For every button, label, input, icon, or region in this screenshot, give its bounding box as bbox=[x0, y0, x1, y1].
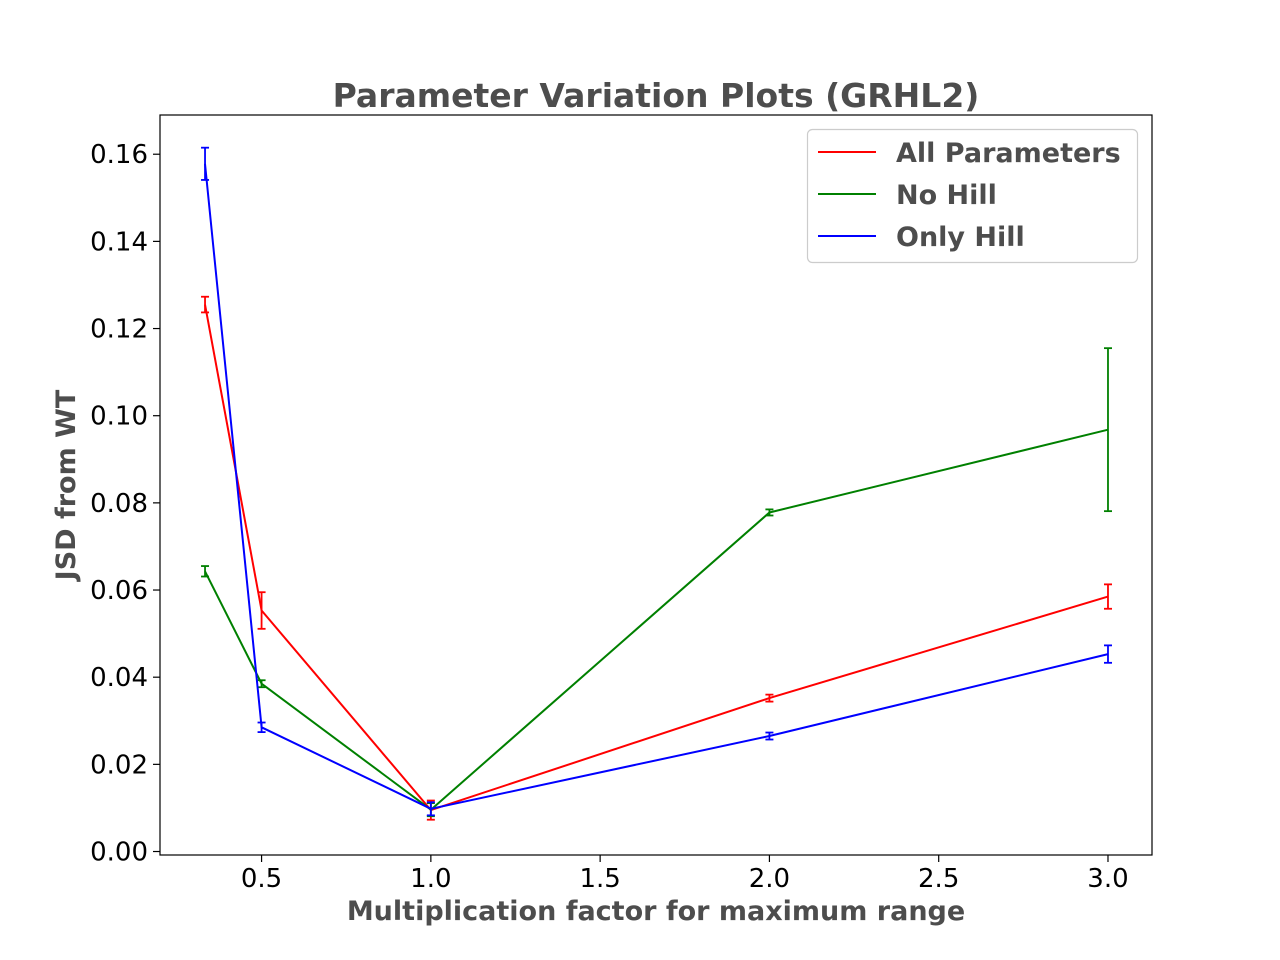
y-tick-label: 0.02 bbox=[90, 750, 148, 780]
y-tick-label: 0.16 bbox=[90, 140, 148, 170]
x-tick-label: 1.5 bbox=[579, 864, 620, 894]
y-axis-ticks: 0.00 0.02 0.04 0.06 0.08 0.10 0.12 0.14 0.16 bbox=[90, 140, 160, 868]
error-bar-no-hill bbox=[201, 565, 210, 578]
legend-label-only-hill: Only Hill bbox=[896, 222, 1025, 253]
x-tick-label: 2.5 bbox=[918, 864, 959, 894]
error-bar-all-parameters bbox=[765, 693, 774, 703]
error-bar-only-hill bbox=[257, 721, 266, 734]
x-axis-ticks: 0.5 1.0 1.5 2.0 2.5 3.0 bbox=[241, 855, 1129, 894]
error-bar-no-hill bbox=[257, 679, 266, 689]
error-bar-only-hill bbox=[765, 731, 774, 741]
y-tick-label: 0.12 bbox=[90, 315, 148, 345]
y-tick-label: 0.04 bbox=[90, 663, 148, 693]
plot-frame bbox=[159, 114, 1153, 856]
legend-label-all-parameters: All Parameters bbox=[896, 138, 1121, 169]
x-axis-label: Multiplication factor for maximum range bbox=[347, 896, 965, 927]
series-only-hill bbox=[201, 146, 1112, 817]
y-tick-label: 0.10 bbox=[90, 402, 148, 432]
error-bar-no-hill bbox=[765, 508, 774, 517]
error-bar-all-parameters bbox=[201, 295, 210, 314]
error-bar-all-parameters bbox=[1103, 583, 1112, 610]
error-bar-only-hill bbox=[426, 801, 435, 817]
legend-box bbox=[806, 128, 1139, 264]
y-axis-label: JSD from WT bbox=[51, 389, 82, 582]
chart-title: Parameter Variation Plots (GRHL2) bbox=[333, 76, 980, 115]
x-tick-label: 0.5 bbox=[241, 864, 282, 894]
series-layer bbox=[201, 146, 1112, 821]
y-tick-label: 0.06 bbox=[90, 576, 148, 606]
legend: All Parameters No Hill Only Hill bbox=[806, 128, 1139, 264]
x-tick-label: 1.0 bbox=[410, 864, 451, 894]
x-tick-label: 2.0 bbox=[749, 864, 790, 894]
x-tick-label: 3.0 bbox=[1087, 864, 1128, 894]
error-bar-no-hill bbox=[1103, 347, 1112, 513]
error-bar-only-hill bbox=[1103, 644, 1112, 664]
y-tick-label: 0.14 bbox=[90, 227, 148, 257]
y-tick-label: 0.08 bbox=[90, 489, 148, 519]
y-tick-label: 0.00 bbox=[90, 838, 148, 868]
error-bar-all-parameters bbox=[257, 591, 266, 630]
error-bar-only-hill bbox=[201, 146, 210, 181]
legend-label-no-hill: No Hill bbox=[896, 180, 997, 211]
